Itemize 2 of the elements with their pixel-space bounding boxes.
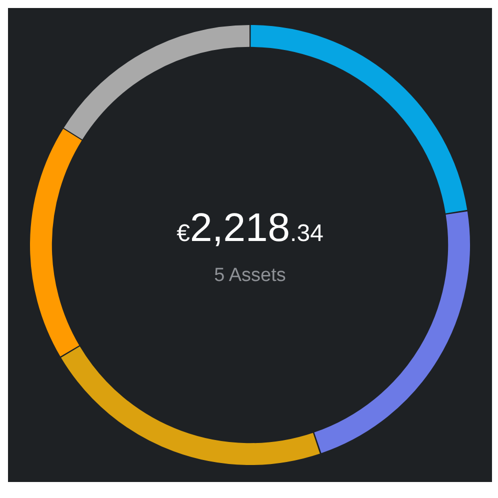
text: 5 Assets <box>213 265 287 287</box>
text: €2,218.34 <box>176 206 324 250</box>
